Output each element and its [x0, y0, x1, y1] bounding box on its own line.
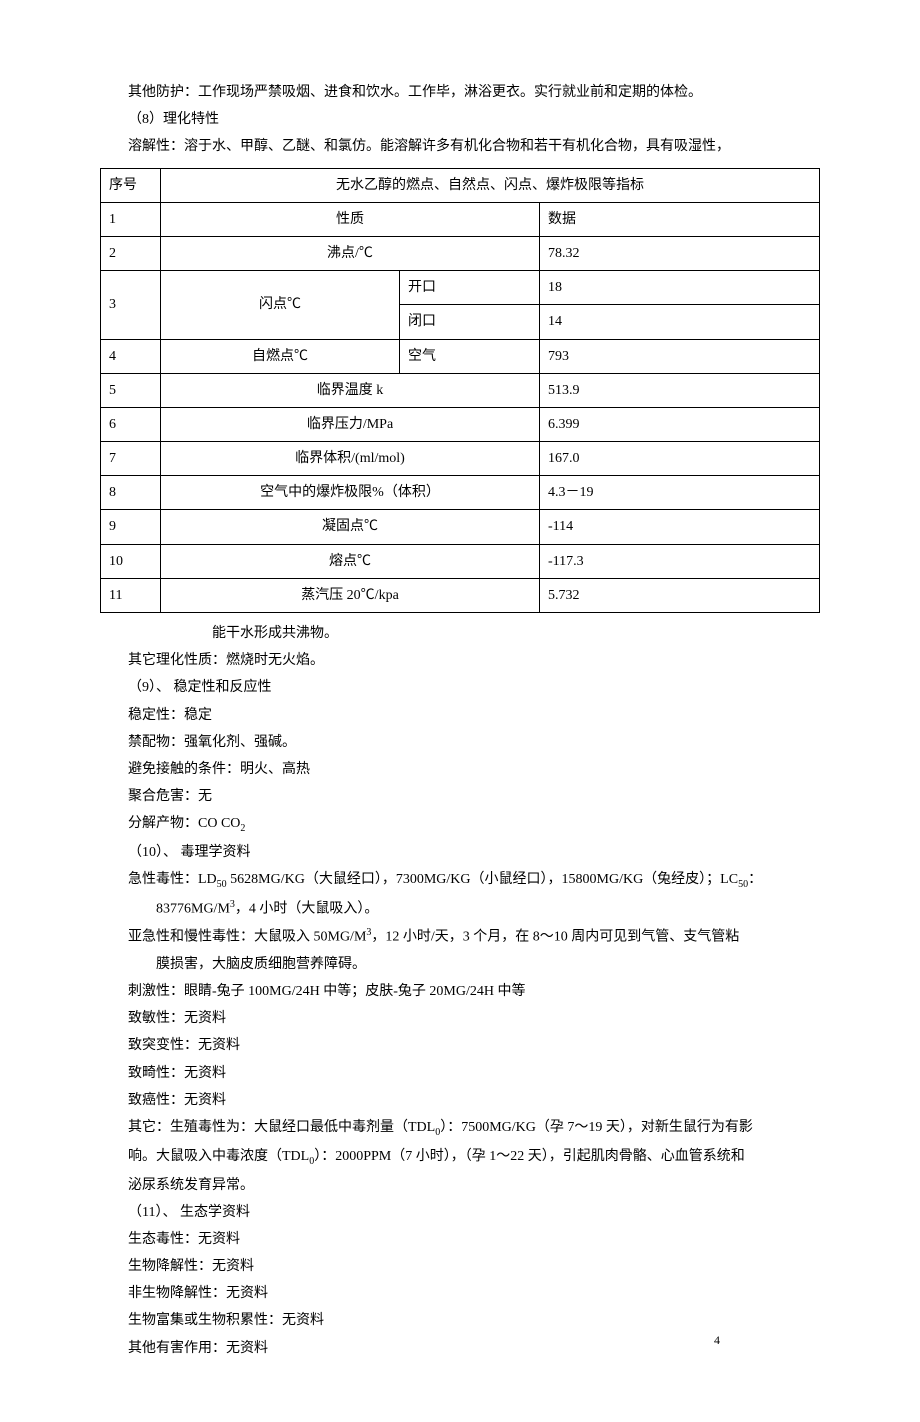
decomposition-text: 分解产物：CO CO2 — [100, 811, 820, 838]
ecotoxicity-text: 生态毒性：无资料 — [100, 1227, 820, 1252]
properties-table: 序号 无水乙醇的燃点、自然点、闪点、爆炸极限等指标 1 性质 数据 2 沸点/℃… — [100, 168, 820, 613]
cell-data: 14 — [540, 305, 820, 339]
solubility-text: 溶解性：溶于水、甲醇、乙醚、和氯仿。能溶解许多有机化合物和若干有机化合物，具有吸… — [100, 134, 820, 159]
cell-seq: 7 — [101, 442, 161, 476]
incompatible-text: 禁配物：强氧化剂、强碱。 — [100, 730, 820, 755]
table-row: 3 闪点℃ 开口 18 — [101, 271, 820, 305]
cell-seq: 6 — [101, 407, 161, 441]
table-header-seq: 序号 — [101, 168, 161, 202]
table-row: 5 临界温度 k 513.9 — [101, 373, 820, 407]
cell-data: 5.732 — [540, 578, 820, 612]
azeotrope-text: 能干水形成共沸物。 — [100, 621, 820, 646]
cell-data: -114 — [540, 510, 820, 544]
cell-prop: 空气中的爆炸极限%（体积） — [161, 476, 540, 510]
other-toxicity-cont2: 泌尿系统发育异常。 — [100, 1173, 820, 1198]
cell-seq: 2 — [101, 236, 161, 270]
table-row: 7 临界体积/(ml/mol) 167.0 — [101, 442, 820, 476]
cell-prop: 性质 — [161, 202, 540, 236]
polymerization-text: 聚合危害：无 — [100, 784, 820, 809]
other-toxicity-cont1: 响。大鼠吸入中毒浓度（TDL0）：2000PPM（7 小时），（孕 1～22 天… — [100, 1144, 820, 1171]
cell-data: 513.9 — [540, 373, 820, 407]
cell-data: 数据 — [540, 202, 820, 236]
cell-seq: 11 — [101, 578, 161, 612]
table-row: 10 熔点℃ -117.3 — [101, 544, 820, 578]
cell-seq: 10 — [101, 544, 161, 578]
protection-text: 其他防护：工作现场严禁吸烟、进食和饮水。工作毕，淋浴更衣。实行就业前和定期的体检… — [100, 80, 820, 105]
cell-prop: 临界体积/(ml/mol) — [161, 442, 540, 476]
cell-seq: 8 — [101, 476, 161, 510]
teratogenicity-text: 致畸性：无资料 — [100, 1061, 820, 1086]
sensitization-text: 致敏性：无资料 — [100, 1006, 820, 1031]
subacute-toxicity-text: 亚急性和慢性毒性：大鼠吸入 50MG/M3，12 小时/天，3 个月，在 8～1… — [100, 924, 820, 950]
other-toxicity-text: 其它：生殖毒性为：大鼠经口最低中毒剂量（TDL0）：7500MG/KG（孕 7～… — [100, 1115, 820, 1142]
cell-seq: 5 — [101, 373, 161, 407]
cell-prop: 临界温度 k — [161, 373, 540, 407]
cell-seq: 9 — [101, 510, 161, 544]
cell-sub: 空气 — [400, 339, 540, 373]
table-row: 11 蒸汽压 20℃/kpa 5.732 — [101, 578, 820, 612]
cell-data: 18 — [540, 271, 820, 305]
mutagenicity-text: 致突变性：无资料 — [100, 1033, 820, 1058]
cell-prop: 自燃点℃ — [161, 339, 400, 373]
cell-seq: 1 — [101, 202, 161, 236]
acute-toxicity-cont: 83776MG/M3，4 小时（大鼠吸入）。 — [100, 896, 820, 922]
cell-data: 167.0 — [540, 442, 820, 476]
cell-data: 793 — [540, 339, 820, 373]
cell-data: 78.32 — [540, 236, 820, 270]
cell-data: 6.399 — [540, 407, 820, 441]
table-row: 4 自燃点℃ 空气 793 — [101, 339, 820, 373]
section-8-title: （8）理化特性 — [100, 107, 820, 132]
cell-prop: 蒸汽压 20℃/kpa — [161, 578, 540, 612]
section-10-title: （10）、 毒理学资料 — [100, 840, 820, 865]
stability-text: 稳定性：稳定 — [100, 703, 820, 728]
cell-prop: 凝固点℃ — [161, 510, 540, 544]
cell-prop: 沸点/℃ — [161, 236, 540, 270]
bioaccumulation-text: 生物富集或生物积累性：无资料 — [100, 1308, 820, 1333]
cell-data: 4.3－19 — [540, 476, 820, 510]
cell-data: -117.3 — [540, 544, 820, 578]
table-row: 8 空气中的爆炸极限%（体积） 4.3－19 — [101, 476, 820, 510]
other-harmful-text: 其他有害作用：无资料 — [100, 1336, 820, 1361]
avoid-conditions-text: 避免接触的条件：明火、高热 — [100, 757, 820, 782]
cell-seq: 3 — [101, 271, 161, 339]
abiotic-degradation-text: 非生物降解性：无资料 — [100, 1281, 820, 1306]
irritation-text: 刺激性：眼睛-兔子 100MG/24H 中等；皮肤-兔子 20MG/24H 中等 — [100, 979, 820, 1004]
cell-sub: 闭口 — [400, 305, 540, 339]
table-row: 1 性质 数据 — [101, 202, 820, 236]
page-number: 4 — [714, 1330, 720, 1352]
carcinogenicity-text: 致癌性：无资料 — [100, 1088, 820, 1113]
section-9-title: （9）、 稳定性和反应性 — [100, 675, 820, 700]
cell-seq: 4 — [101, 339, 161, 373]
table-row: 9 凝固点℃ -114 — [101, 510, 820, 544]
subacute-toxicity-cont: 膜损害，大脑皮质细胞营养障碍。 — [100, 952, 820, 977]
cell-sub: 开口 — [400, 271, 540, 305]
table-row: 6 临界压力/MPa 6.399 — [101, 407, 820, 441]
cell-prop: 熔点℃ — [161, 544, 540, 578]
section-11-title: （11）、 生态学资料 — [100, 1200, 820, 1225]
acute-toxicity-text: 急性毒性：LD50 5628MG/KG（大鼠经口），7300MG/KG（小鼠经口… — [100, 867, 820, 894]
biodegradation-text: 生物降解性：无资料 — [100, 1254, 820, 1279]
cell-prop: 临界压力/MPa — [161, 407, 540, 441]
other-physchem-text: 其它理化性质：燃烧时无火焰。 — [100, 648, 820, 673]
table-row: 2 沸点/℃ 78.32 — [101, 236, 820, 270]
table-header-title: 无水乙醇的燃点、自然点、闪点、爆炸极限等指标 — [161, 168, 820, 202]
cell-prop: 闪点℃ — [161, 271, 400, 339]
